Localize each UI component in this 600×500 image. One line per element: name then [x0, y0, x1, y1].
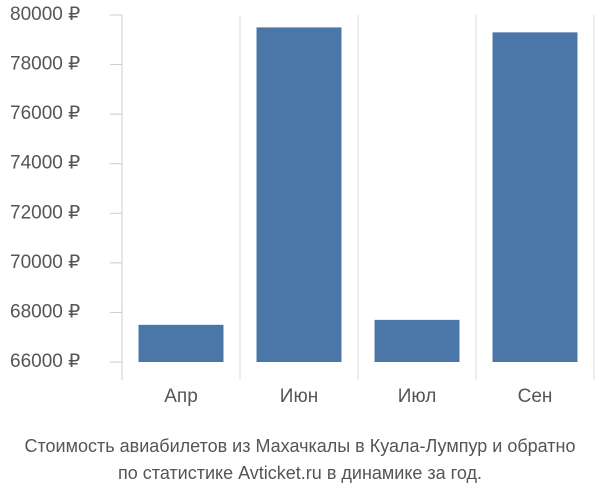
bar [256, 27, 342, 363]
y-tick-label: 68000 ₽ [10, 301, 80, 322]
y-tick-label: 74000 ₽ [10, 153, 80, 174]
x-tick-label: Июл [398, 386, 437, 407]
bar [374, 319, 460, 362]
y-tick-label: 80000 ₽ [10, 4, 80, 25]
y-tick-label: 76000 ₽ [10, 103, 80, 124]
x-tick-label: Сен [518, 386, 553, 407]
y-tick-label: 72000 ₽ [10, 202, 80, 223]
y-tick-label: 78000 ₽ [10, 54, 80, 75]
chart-subtitle: по статистике Avticket.ru в динамике за … [118, 463, 482, 483]
y-tick-label: 70000 ₽ [10, 252, 80, 273]
x-tick-label: Апр [164, 386, 198, 407]
chart-title: Стоимость авиабилетов из Махачкалы в Куа… [25, 436, 576, 456]
bar [138, 324, 224, 362]
x-tick-label: Июн [280, 386, 318, 407]
y-tick-label: 66000 ₽ [10, 351, 80, 372]
bar [492, 32, 578, 362]
